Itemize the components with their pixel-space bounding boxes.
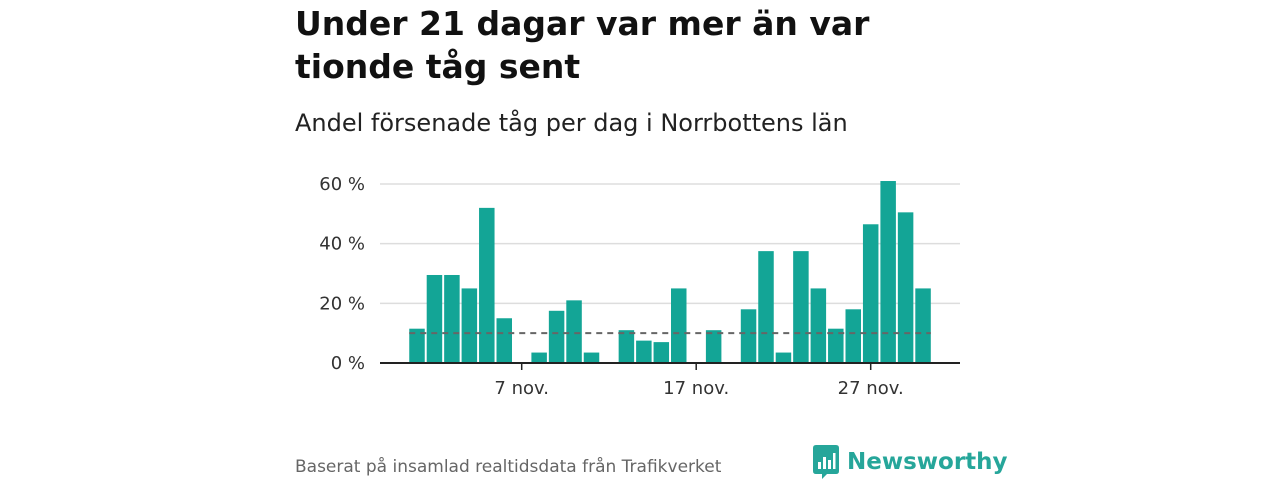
bar xyxy=(583,352,600,363)
chart-subtitle: Andel försenade tåg per dag i Norrbotten… xyxy=(295,109,848,137)
x-tick-label: 17 nov. xyxy=(663,378,729,399)
bar xyxy=(409,328,425,363)
brand-logo: Newsworthy xyxy=(813,445,1008,479)
bar xyxy=(444,274,460,363)
bar xyxy=(461,288,478,363)
bar xyxy=(479,207,495,363)
bar xyxy=(618,330,635,363)
bar xyxy=(740,309,757,363)
y-tick-label: 40 % xyxy=(319,234,365,255)
bar xyxy=(636,340,652,363)
bar xyxy=(793,251,809,363)
bar xyxy=(845,309,861,363)
bar xyxy=(915,288,931,363)
bar xyxy=(828,328,844,363)
bar xyxy=(758,251,774,363)
bar xyxy=(862,224,879,363)
bar xyxy=(671,288,687,363)
bar xyxy=(653,342,670,363)
bar xyxy=(548,310,565,363)
bar xyxy=(880,181,896,363)
bar xyxy=(810,288,827,363)
newsworthy-logo-icon xyxy=(813,445,839,479)
bar xyxy=(775,352,792,363)
bar xyxy=(566,300,582,363)
y-tick-label: 0 % xyxy=(331,353,365,374)
bar xyxy=(897,212,914,363)
source-note: Baserat på insamlad realtidsdata från Tr… xyxy=(295,457,722,477)
y-tick-label: 60 % xyxy=(319,174,365,195)
bar xyxy=(531,352,547,363)
bar xyxy=(426,274,443,363)
bar xyxy=(496,318,512,363)
bar-chart: 0 % 20 % 40 % 60 % 7 nov. 17 nov. 27 nov. xyxy=(319,174,960,399)
bar xyxy=(705,330,722,363)
chart-card: Under 21 dagar var mer än var tionde tåg… xyxy=(295,0,1008,480)
brand-name: Newsworthy xyxy=(847,449,1008,475)
y-tick-label: 20 % xyxy=(319,293,365,314)
chart-title: Under 21 dagar var mer än var tionde tåg… xyxy=(295,4,870,86)
x-tick-label: 7 nov. xyxy=(494,378,549,399)
x-tick-label: 27 nov. xyxy=(838,378,904,399)
